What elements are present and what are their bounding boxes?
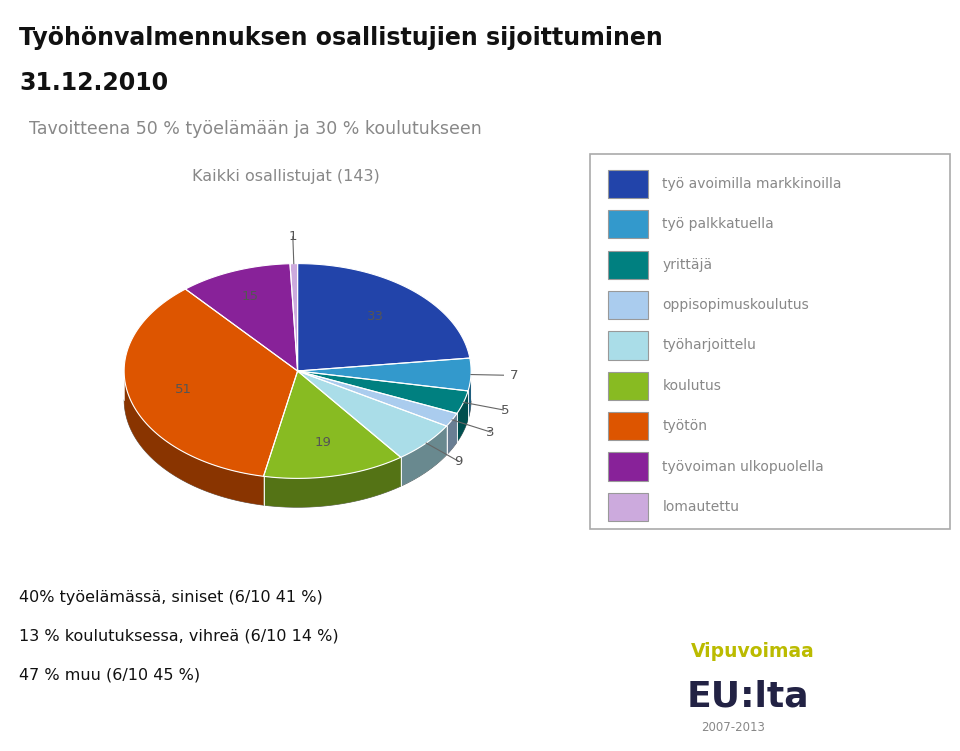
Bar	[609, 251, 648, 279]
Polygon shape	[446, 414, 457, 455]
Text: 33: 33	[368, 310, 384, 323]
Text: 19: 19	[315, 436, 332, 449]
Text: 5: 5	[501, 404, 509, 417]
Text: 1: 1	[289, 231, 297, 243]
Polygon shape	[264, 371, 400, 478]
Text: työ avoimilla markkinoilla: työ avoimilla markkinoilla	[662, 177, 842, 191]
Polygon shape	[457, 391, 468, 442]
Text: 15: 15	[242, 289, 258, 303]
Bar	[609, 452, 648, 481]
Bar	[609, 210, 648, 238]
Text: työharjoittelu: työharjoittelu	[662, 339, 756, 352]
Text: oppisopimuskoulutus: oppisopimuskoulutus	[662, 298, 809, 312]
Text: 2007-2013: 2007-2013	[701, 721, 765, 734]
Polygon shape	[400, 426, 446, 486]
Text: Kaikki osallistujat (143): Kaikki osallistujat (143)	[192, 169, 380, 184]
Polygon shape	[298, 371, 446, 457]
Polygon shape	[298, 264, 469, 371]
Text: 51: 51	[175, 383, 192, 396]
Text: Vipuvoimaa: Vipuvoimaa	[691, 642, 815, 661]
Polygon shape	[264, 457, 400, 507]
Polygon shape	[124, 371, 264, 505]
Polygon shape	[468, 371, 471, 420]
Polygon shape	[124, 289, 298, 476]
Text: 47 % muu (6/10 45 %): 47 % muu (6/10 45 %)	[19, 668, 201, 683]
Polygon shape	[185, 264, 298, 371]
Polygon shape	[298, 358, 471, 391]
Text: 9: 9	[454, 454, 463, 468]
Text: 13 % koulutuksessa, vihreä (6/10 14 %): 13 % koulutuksessa, vihreä (6/10 14 %)	[19, 629, 339, 644]
Text: 31.12.2010: 31.12.2010	[19, 71, 168, 95]
Text: Työhönvalmennuksen osallistujien sijoittuminen: Työhönvalmennuksen osallistujien sijoitt…	[19, 26, 663, 50]
Text: työtön: työtön	[662, 419, 708, 433]
Polygon shape	[290, 264, 298, 371]
Text: 7: 7	[510, 369, 518, 382]
Text: työvoiman ulkopuolella: työvoiman ulkopuolella	[662, 460, 824, 474]
Text: 3: 3	[487, 426, 495, 439]
Bar	[609, 493, 648, 521]
Text: koulutus: koulutus	[662, 379, 721, 393]
Text: työ palkkatuella: työ palkkatuella	[662, 217, 774, 231]
Polygon shape	[298, 371, 468, 414]
Text: Tavoitteena 50 % työelämään ja 30 % koulutukseen: Tavoitteena 50 % työelämään ja 30 % koul…	[29, 120, 482, 138]
Polygon shape	[298, 371, 457, 426]
Bar	[609, 412, 648, 440]
Text: lomautettu: lomautettu	[662, 500, 739, 514]
Text: EU:lta: EU:lta	[686, 680, 809, 713]
Bar	[609, 170, 648, 198]
Bar	[609, 331, 648, 360]
Bar	[609, 372, 648, 400]
Text: yrittäjä: yrittäjä	[662, 258, 712, 272]
Text: 40% työelämässä, siniset (6/10 41 %): 40% työelämässä, siniset (6/10 41 %)	[19, 590, 323, 605]
Bar	[609, 291, 648, 319]
